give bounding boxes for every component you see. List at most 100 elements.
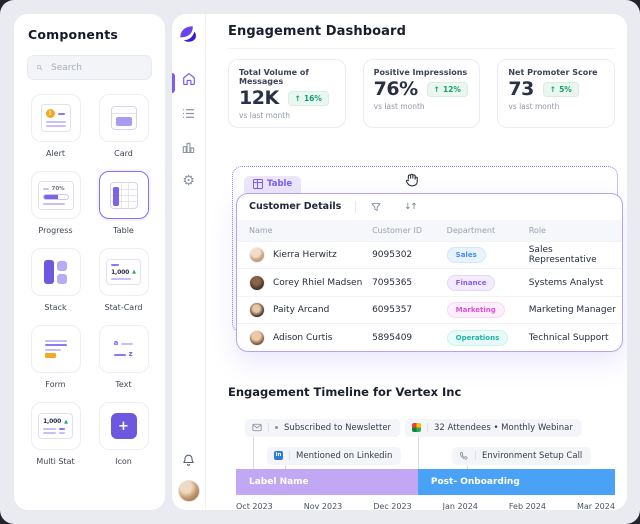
avatar (249, 274, 265, 291)
timeline-connector (253, 436, 254, 469)
stat-label: Total Volume of Messages (239, 68, 309, 86)
stat-value: 73 (508, 78, 534, 100)
app-logo[interactable] (178, 24, 199, 43)
col-department: Department (446, 225, 496, 235)
component-item-multi-stat[interactable]: 1,000 ▲ Multi Stat (27, 402, 84, 466)
component-item-icon[interactable]: + Icon (95, 402, 152, 466)
avatar (249, 302, 265, 319)
department-badge: Operations (446, 329, 509, 346)
component-item-stack[interactable]: Stack (27, 248, 84, 312)
selected-component-card[interactable] (98, 171, 149, 219)
component-item-stat-card[interactable]: 1,000 ▲ Stat-Card (95, 248, 152, 312)
department-badge: Marketing (446, 302, 505, 319)
search-field[interactable] (49, 61, 143, 74)
axis-tick: Feb 2024 (508, 501, 546, 510)
timeline-connector (285, 464, 286, 469)
stat-caption: vs last month (239, 110, 290, 120)
component-item-progress[interactable]: 70% Progress (27, 171, 84, 235)
selected-component-chip[interactable]: Table (244, 175, 302, 193)
canvas-selection-zone[interactable]: Table Customer Details ↓↑ (232, 165, 623, 352)
timeline-segment-label-name[interactable]: Label Name (236, 468, 418, 495)
phone-icon (460, 452, 468, 460)
alert-exclamation-icon: ! (45, 109, 55, 118)
component-item-text[interactable]: a z Text (95, 325, 152, 389)
component-label: Stat-Card (104, 303, 143, 312)
user-avatar[interactable] (177, 480, 200, 502)
customer-details-table[interactable]: Customer Details ↓↑ Name Customer ID Dep… (236, 192, 623, 352)
event-label: Mentioned on Linkedin (296, 450, 393, 461)
timeline-segment-post-onboarding[interactable]: Post- Onboarding (417, 468, 615, 495)
event-chip-webinar[interactable]: 32 Attendees • Monthly Webinar (405, 418, 582, 437)
delta-badge: ↑ 16% (287, 91, 329, 107)
card-glyph (110, 106, 137, 130)
sort-icon[interactable]: ↓↑ (404, 201, 417, 212)
components-panel: Components ! Alert Card (14, 14, 165, 510)
grab-cursor-icon (403, 170, 421, 188)
nav-rail: ⚙ (172, 14, 206, 510)
stat-label: Positive Impressions (373, 68, 468, 77)
event-chip-linkedin[interactable]: in Mentioned on Linkedin (267, 446, 402, 465)
component-label: Text (115, 380, 132, 389)
avatar (249, 247, 265, 264)
page-title: Engagement Dashboard (228, 24, 615, 49)
table-glyph (109, 181, 138, 209)
col-role: Role (528, 225, 546, 235)
timeline-area: Subscribed to Newsletter 32 Attendees • … (228, 405, 615, 510)
search-input[interactable] (27, 55, 152, 80)
up-arrow-icon: ↑ (294, 94, 301, 104)
nav-home-icon[interactable] (179, 69, 199, 89)
multi-stat-glyph: 1,000 ▲ (38, 413, 73, 439)
stack-glyph (44, 260, 67, 284)
table-row[interactable]: Corey Rhiel Madsen 7095365 Finance Syste… (237, 268, 622, 296)
active-nav-indicator (172, 73, 175, 93)
stat-value: 12K (239, 87, 279, 109)
timeline-connector (418, 436, 419, 469)
stat-card-impressions: Positive Impressions 76% ↑ 12% vs last mo… (362, 59, 481, 128)
nav-settings-icon[interactable]: ⚙ (182, 173, 195, 189)
table-row[interactable]: Kierra Herwitz 9095302 Sales Sales Repre… (237, 240, 622, 269)
filter-icon[interactable] (370, 201, 382, 213)
nav-chart-icon[interactable] (179, 137, 199, 157)
progress-glyph: 70% (37, 180, 74, 210)
component-item-card[interactable]: Card (95, 94, 152, 158)
component-label: Multi Stat (36, 457, 75, 466)
avatar (249, 329, 265, 346)
component-label: Table (113, 226, 134, 235)
up-triangle-icon: ▲ (64, 418, 68, 425)
delta-badge: ↑ 12% (426, 82, 468, 98)
meet-icon (412, 423, 421, 433)
component-label: Alert (45, 149, 66, 158)
table-row[interactable]: Adison Curtis 5895409 Operations Technic… (237, 323, 622, 351)
text-glyph: a z (113, 339, 134, 358)
component-label: Stack (44, 303, 67, 312)
event-chip-newsletter[interactable]: Subscribed to Newsletter (245, 418, 401, 437)
nav-list-icon[interactable] (179, 103, 199, 123)
component-item-table[interactable]: Table (95, 171, 152, 235)
divider (268, 423, 269, 433)
components-grid: ! Alert Card 70% (14, 92, 165, 468)
table-row[interactable]: Paity Arcand 6095357 Marketing Marketing… (237, 295, 622, 324)
event-chip-setup-call[interactable]: Environment Setup Call (452, 446, 592, 465)
component-label: Icon (115, 457, 132, 466)
stat-card-nps: Net Promoter Score 73 ↑ 5% vs last month (497, 59, 616, 128)
timeline-bar: Label Name Post- Onboarding (236, 468, 615, 495)
timeline-connector (467, 464, 468, 469)
component-item-form[interactable]: Form (27, 325, 84, 389)
timeline-axis: Oct 2023 Nov 2023 Dec 2023 Jan 2024 Feb … (236, 502, 615, 510)
up-triangle-icon: ▲ (132, 269, 136, 275)
notifications-bell-icon[interactable] (179, 450, 199, 470)
divider (355, 200, 357, 213)
main-panel: ⚙ Engagement Dashboard Total Volume of M… (172, 14, 627, 510)
timeline-title: Engagement Timeline for Vertex Inc (228, 384, 462, 399)
event-label: Environment Setup Call (482, 450, 583, 461)
component-item-alert[interactable]: ! Alert (27, 94, 84, 158)
linkedin-icon: in (274, 451, 283, 461)
up-arrow-icon: ↑ (433, 85, 440, 95)
component-label: Card (114, 149, 133, 158)
stat-card-messages: Total Volume of Messages 12K ↑ 16% vs las… (228, 59, 346, 128)
component-label: Progress (38, 226, 73, 235)
stat-value: 76% (373, 78, 418, 100)
axis-tick: Mar 2024 (576, 501, 615, 510)
search-icon (36, 64, 43, 71)
axis-tick: Jan 2024 (442, 501, 478, 510)
